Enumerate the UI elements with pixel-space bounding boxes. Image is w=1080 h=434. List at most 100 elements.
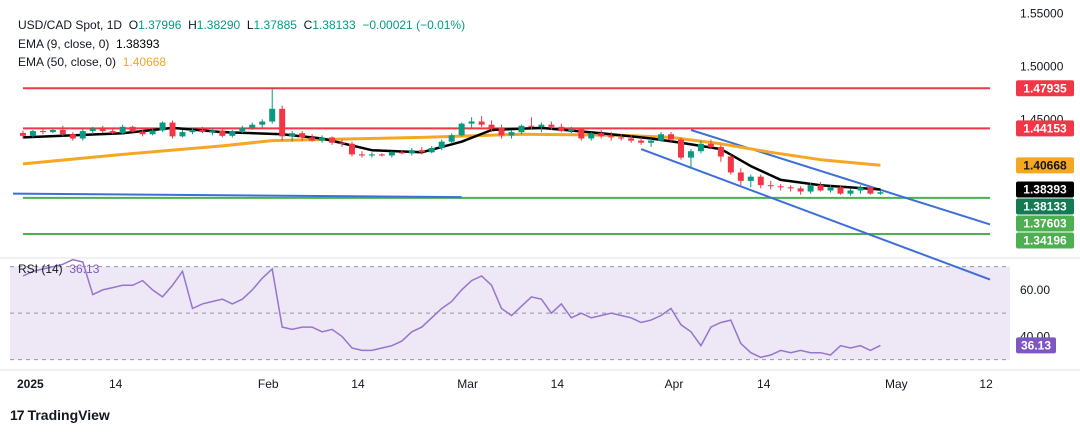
candle-body — [418, 150, 425, 153]
candle-body — [558, 126, 565, 132]
ema9-legend: EMA (9, close, 0) 1.38393 — [18, 37, 159, 51]
open-value: 1.37996 — [138, 18, 182, 32]
candle-body — [508, 132, 515, 136]
time-tick-label: May — [885, 377, 908, 391]
low-label: L — [246, 18, 254, 32]
candle-body — [807, 185, 814, 192]
rsi-value-box — [1016, 337, 1056, 354]
candle-body — [857, 187, 864, 191]
candle-body — [129, 126, 136, 132]
price-label-text: 1.44153 — [1023, 121, 1067, 135]
price-label-text: 1.34196 — [1023, 233, 1067, 247]
price-label-box — [1016, 181, 1074, 198]
price-label-box — [1016, 198, 1074, 215]
candle-body — [458, 123, 465, 136]
price-label-text: 1.38133 — [1023, 199, 1067, 213]
rsi-pane — [10, 258, 1010, 361]
candle-body — [518, 125, 525, 133]
price-label-text: 1.40668 — [1023, 158, 1067, 172]
candle-body — [488, 124, 495, 128]
rsi-label: RSI (14) — [18, 262, 63, 276]
close-label: C — [303, 18, 313, 32]
grid — [0, 257, 1080, 371]
candle-body — [478, 121, 485, 125]
candle-body — [588, 133, 595, 139]
candle-body — [638, 140, 645, 143]
candle-body — [727, 156, 734, 173]
candle-body — [269, 108, 276, 122]
candle-body — [528, 125, 535, 127]
candle-body — [59, 130, 66, 135]
rsi-legend: RSI (14) 36.13 — [18, 262, 99, 276]
candles — [19, 88, 884, 196]
rsi-value-text: 36.13 — [1021, 338, 1051, 352]
ema50-label: EMA (50, close, 0) — [18, 55, 117, 69]
price-label-text: 1.38393 — [1023, 182, 1067, 196]
tradingview-logo[interactable]: 17 TradingView — [10, 407, 110, 423]
price-tick-label: 1.50000 — [1020, 59, 1064, 73]
time-tick-label: 14 — [351, 377, 365, 391]
candle-body — [329, 137, 336, 143]
candle-body — [89, 128, 96, 132]
candle-body — [687, 151, 694, 158]
price-label-box — [1016, 80, 1074, 97]
candle-body — [618, 137, 625, 139]
candle-body — [648, 140, 655, 143]
candle-body — [69, 134, 76, 139]
time-tick-label: 12 — [979, 377, 993, 391]
candle-body — [259, 121, 266, 125]
candle-body — [468, 121, 475, 124]
candle-body — [438, 141, 445, 149]
candle-body — [219, 130, 226, 136]
candle-body — [498, 127, 505, 136]
candle-body — [787, 187, 794, 189]
ema9-value: 1.38393 — [116, 37, 160, 51]
candle-body — [309, 137, 316, 141]
candle-body — [817, 185, 824, 191]
candle-body — [39, 131, 46, 133]
candle-body — [847, 190, 854, 194]
candle-body — [578, 128, 585, 139]
close-value: 1.38133 — [312, 18, 356, 32]
candle-body — [608, 136, 615, 138]
candle-body — [249, 124, 256, 128]
candle-body — [339, 142, 345, 144]
candle-body — [149, 130, 156, 135]
candle-body — [139, 131, 146, 135]
candle-body — [229, 131, 236, 136]
candle-body — [319, 137, 326, 141]
candle-body — [658, 134, 665, 141]
candle-body — [378, 154, 385, 156]
rsi-value: 36.13 — [69, 262, 100, 276]
open-label: O — [128, 18, 139, 32]
candle-body — [707, 143, 714, 147]
time-tick-label: Feb — [258, 377, 279, 391]
price-label-text: 1.47935 — [1023, 81, 1067, 95]
candle-body — [279, 108, 286, 137]
candle-body — [119, 126, 126, 134]
candle-body — [877, 192, 884, 194]
tradingview-logo-mark: 17 — [10, 407, 25, 423]
ema9-label: EMA (9, close, 0) — [18, 37, 110, 51]
candle-body — [448, 135, 455, 142]
symbol-legend: USD/CAD Spot, 1D O1.37996 H1.38290 L1.37… — [18, 18, 465, 32]
change-value: −0.00021 (−0.01%) — [362, 18, 466, 32]
candle-body — [428, 148, 435, 153]
rsi-line — [22, 258, 881, 359]
channel-upper — [690, 129, 991, 226]
candle-body — [408, 150, 415, 154]
time-tick-label: Apr — [665, 377, 684, 391]
time-tick-label: 14 — [757, 377, 771, 391]
candle-body — [598, 133, 605, 137]
candle-body — [677, 139, 684, 158]
candle-body — [548, 124, 555, 127]
candle-body — [837, 187, 844, 194]
tradingview-wordmark: TradingView — [27, 407, 110, 423]
candle-body — [757, 176, 764, 186]
candle-body — [109, 131, 116, 134]
price-label-box — [1016, 232, 1074, 249]
price-label-box — [1016, 215, 1074, 232]
candle-body — [827, 187, 834, 191]
